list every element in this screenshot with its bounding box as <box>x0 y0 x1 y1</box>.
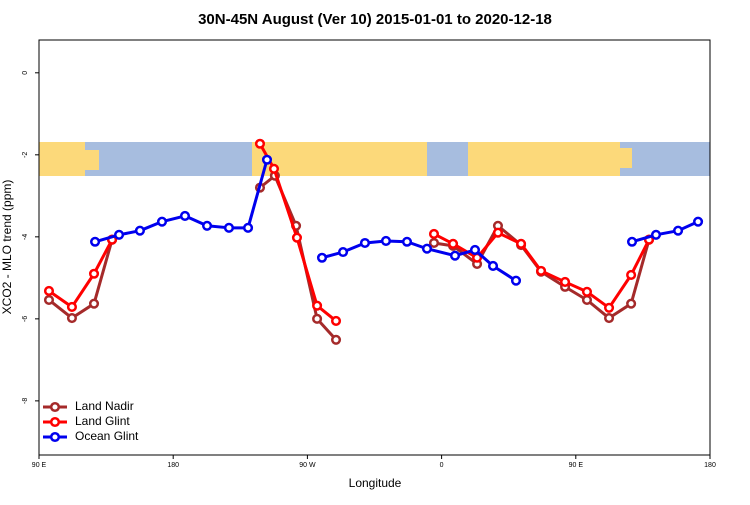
data-point <box>428 228 440 240</box>
y-tick-label: 0 <box>22 71 29 75</box>
data-point <box>66 301 78 313</box>
data-point <box>673 225 684 236</box>
data-point <box>312 300 323 311</box>
land <box>468 142 620 176</box>
data-point <box>114 229 125 240</box>
land <box>85 150 99 170</box>
data-point <box>428 237 440 249</box>
y-axis-label: XCO2 - MLO trend (ppm) <box>0 180 14 315</box>
chart-title: 30N-45N August (Ver 10) 2015-01-01 to 20… <box>198 11 552 28</box>
data-point <box>330 315 342 326</box>
x-tick-label: 180 <box>167 462 179 469</box>
data-point <box>487 260 499 272</box>
x-tick-label: 90 W <box>299 462 316 469</box>
data-point <box>626 298 637 309</box>
plot-frame <box>38 39 711 456</box>
y-tick-label: -2 <box>22 152 29 158</box>
data-point <box>449 250 461 261</box>
data-point <box>380 235 392 246</box>
y-tick-label: -4 <box>22 234 29 240</box>
data-point <box>693 216 704 227</box>
series-line <box>48 174 651 341</box>
data-point <box>626 269 637 281</box>
y-tick-label: -6 <box>22 316 29 322</box>
legend-marker <box>49 431 61 443</box>
legend-marker <box>49 401 61 413</box>
data-point <box>330 334 342 345</box>
data-point <box>492 227 504 238</box>
data-point <box>581 286 593 297</box>
data-point <box>448 238 459 249</box>
data-point <box>312 313 323 324</box>
data-point <box>316 252 328 263</box>
data-point <box>201 220 213 231</box>
x-tick-label: 90 E <box>569 462 584 469</box>
x-tick-label: 90 E <box>32 462 47 469</box>
data-point <box>536 265 547 276</box>
data-point <box>43 285 55 297</box>
x-axis-label: Longitude <box>349 476 402 490</box>
data-point <box>516 238 527 249</box>
land <box>620 148 632 168</box>
data-point <box>261 154 273 165</box>
data-point <box>43 294 55 306</box>
data-point <box>650 229 662 240</box>
data-point <box>337 246 349 258</box>
data-point <box>134 225 145 236</box>
data-point <box>401 236 413 247</box>
data-point <box>421 243 433 254</box>
x-tick-label: 0 <box>440 462 444 469</box>
data-point <box>359 237 371 249</box>
data-point <box>88 298 100 309</box>
data-point <box>626 236 638 247</box>
x-tick-label: 180 <box>704 462 716 469</box>
data-point <box>560 276 571 287</box>
land <box>39 142 85 176</box>
data-point <box>66 312 78 324</box>
data-point <box>88 268 100 279</box>
y-tick-label: -8 <box>22 398 29 404</box>
data-point <box>581 294 593 306</box>
data-point <box>268 163 280 174</box>
data-point <box>469 244 481 256</box>
data-point <box>604 302 615 313</box>
data-point <box>254 138 266 149</box>
legend-label: Ocean Glint <box>75 429 139 443</box>
data-point <box>291 232 303 243</box>
legend-label: Land Nadir <box>75 399 134 413</box>
data-point <box>156 216 168 227</box>
data-point <box>223 222 235 233</box>
data-point <box>510 275 522 286</box>
data-point <box>179 210 191 221</box>
data-point <box>243 222 254 233</box>
map-band <box>39 142 710 176</box>
land <box>252 142 427 176</box>
legend-label: Land Glint <box>75 414 130 428</box>
data-point <box>90 236 101 247</box>
data-point <box>604 312 615 324</box>
legend-marker <box>49 416 61 428</box>
